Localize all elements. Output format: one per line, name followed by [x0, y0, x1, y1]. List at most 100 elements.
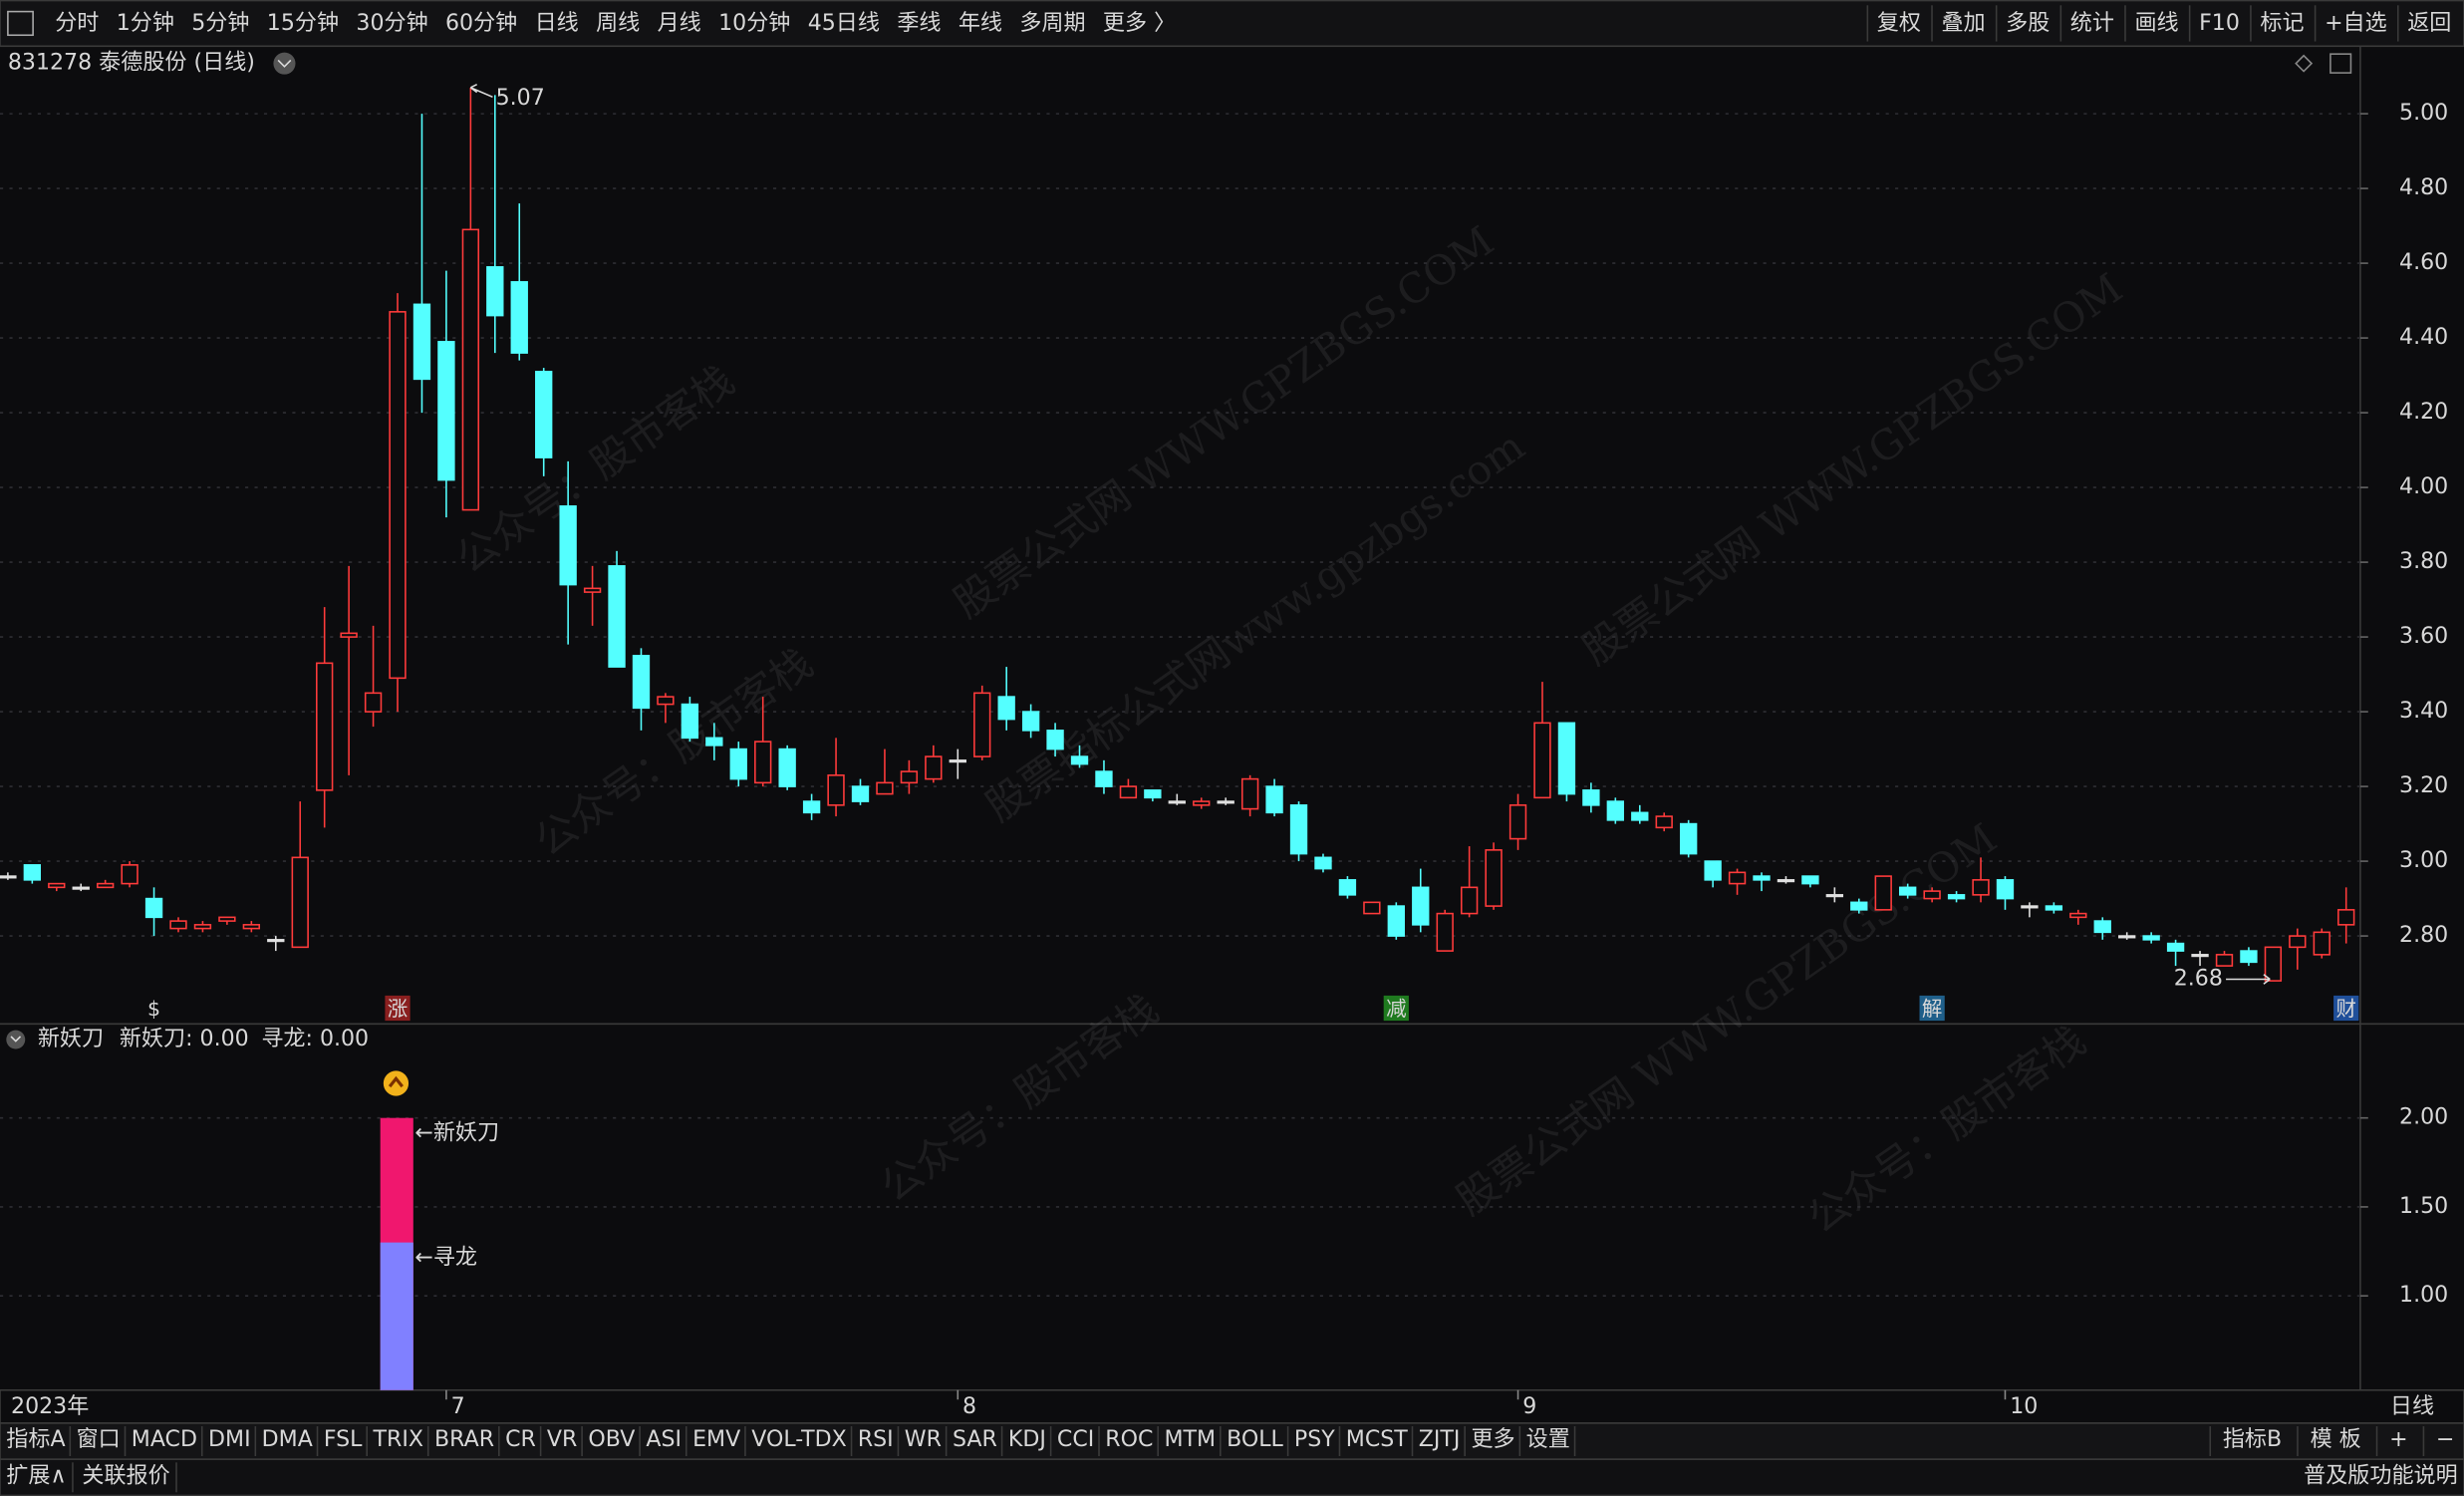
candle-body — [461, 228, 480, 511]
candle-body — [949, 759, 966, 763]
period-tab[interactable]: 季线 — [897, 11, 941, 36]
tab-button[interactable]: + — [2389, 1427, 2408, 1452]
indicator-tab[interactable]: MCST — [1346, 1427, 1408, 1452]
indicator-tab[interactable]: 窗口 — [77, 1427, 121, 1452]
indicator-tab[interactable]: DMI — [208, 1427, 251, 1452]
indicator-tab[interactable]: TRIX — [373, 1427, 423, 1452]
tool-button[interactable]: 标记 — [2260, 11, 2304, 36]
candle-body — [705, 737, 723, 747]
period-tab[interactable]: 60分钟 — [445, 11, 517, 36]
title-menu[interactable] — [273, 52, 296, 75]
period-tab[interactable]: 更多 〉 — [1103, 11, 1176, 36]
event-marker[interactable]: 涨 — [388, 997, 408, 1021]
candle-body — [851, 785, 870, 802]
indicator-tab[interactable]: 设置 — [1526, 1427, 1570, 1452]
period-tab[interactable]: 周线 — [596, 11, 640, 36]
event-badge[interactable] — [2333, 995, 2359, 1022]
tool-button[interactable]: 多股 — [2006, 11, 2050, 36]
candle-body — [2215, 954, 2234, 967]
indicator-tab[interactable]: ZJTJ — [1419, 1427, 1461, 1452]
axis-period: 日线 — [2390, 1394, 2434, 1419]
indicator-tab[interactable]: MACD — [132, 1427, 197, 1452]
candle-body — [1095, 770, 1113, 787]
indicator-tab[interactable]: BRAR — [434, 1427, 494, 1452]
indicator-tab[interactable]: 更多 — [1471, 1427, 1514, 1452]
indicator-tab[interactable]: PSY — [1294, 1427, 1335, 1452]
indicator-tab[interactable]: VOL-TDX — [751, 1427, 847, 1452]
x-tick-label: 9 — [1522, 1394, 1536, 1419]
tab-button[interactable]: 指标B — [2223, 1427, 2282, 1452]
tool-button[interactable]: F10 — [2199, 11, 2240, 36]
indicator-tab[interactable]: OBV — [588, 1427, 635, 1452]
candle-body — [242, 924, 261, 930]
candle-body — [2118, 935, 2136, 939]
candle-body — [802, 800, 821, 814]
tool-button[interactable]: 画线 — [2134, 11, 2178, 36]
period-tab[interactable]: 45日线 — [808, 11, 880, 36]
tab-button[interactable]: − — [2436, 1427, 2455, 1452]
indicator-tab[interactable]: DMA — [262, 1427, 313, 1452]
indicator-tab[interactable]: CR — [505, 1427, 536, 1452]
candle-body — [2166, 942, 2185, 952]
layout-icon[interactable] — [2329, 53, 2352, 74]
period-tab[interactable]: 月线 — [658, 11, 701, 36]
candle-body — [1728, 871, 1747, 885]
y-tick-label: 4.80 — [2399, 175, 2448, 200]
period-tab[interactable]: 1分钟 — [117, 11, 174, 36]
candle-body — [96, 882, 115, 889]
indicator-tab[interactable]: MTM — [1164, 1427, 1216, 1452]
tool-button[interactable]: 复权 — [1877, 11, 1921, 36]
period-tab[interactable]: 15分钟 — [267, 11, 339, 36]
event-marker[interactable]: 减 — [1386, 997, 1407, 1021]
candle-body — [657, 696, 675, 706]
indicator-tab[interactable]: CCI — [1057, 1427, 1094, 1452]
tool-button[interactable]: 返回 — [2407, 11, 2451, 36]
tool-button[interactable]: 叠加 — [1941, 11, 1985, 36]
indicator-tab[interactable]: FSL — [324, 1427, 363, 1452]
candle-body — [316, 662, 334, 791]
period-tab[interactable]: 多周期 — [1019, 11, 1085, 36]
indicator-tab[interactable]: VR — [547, 1427, 577, 1452]
event-badge[interactable] — [1919, 995, 1945, 1022]
indicator-tab[interactable]: ROC — [1105, 1427, 1153, 1452]
candle-body — [291, 856, 309, 949]
draw-icon[interactable] — [2295, 54, 2314, 73]
indicator-tab[interactable]: ASI — [646, 1427, 682, 1452]
candle-body — [2313, 931, 2330, 956]
indicator-tab[interactable]: RSI — [858, 1427, 894, 1452]
period-tab[interactable]: 年线 — [958, 11, 1002, 36]
tool-button[interactable]: 统计 — [2070, 11, 2114, 36]
event-badge[interactable] — [385, 995, 411, 1022]
event-marker[interactable]: 解 — [1922, 997, 1942, 1021]
tab-button[interactable]: 模 板 — [2311, 1427, 2361, 1452]
sidebar-toggle[interactable] — [7, 10, 34, 37]
tool-button[interactable]: +自选 — [2325, 11, 2387, 36]
help-link[interactable]: 普及版功能说明 — [2304, 1464, 2458, 1489]
indicator-tab[interactable]: KDJ — [1008, 1427, 1046, 1452]
indicator-tab[interactable]: EMV — [692, 1427, 740, 1452]
status-button[interactable]: 扩展∧ — [6, 1464, 66, 1489]
candle-body — [1704, 860, 1722, 881]
candle-body — [486, 266, 504, 317]
indicator-tab[interactable]: WR — [905, 1427, 942, 1452]
candle-body — [1655, 815, 1673, 829]
period-tab[interactable]: 日线 — [535, 11, 579, 36]
event-marker[interactable]: $ — [147, 997, 160, 1021]
candle-body — [900, 770, 919, 784]
candle-body — [340, 632, 358, 638]
status-button[interactable]: 关联报价 — [82, 1464, 169, 1489]
period-tab[interactable]: 10分钟 — [718, 11, 790, 36]
indicator-tab[interactable]: BOLL — [1227, 1427, 1283, 1452]
event-marker[interactable]: 财 — [2335, 997, 2356, 1021]
indicator-tab[interactable]: 指标A — [6, 1427, 65, 1452]
candle-body — [1217, 800, 1234, 804]
period-tab[interactable]: 30分钟 — [356, 11, 427, 36]
y-tick-label: 3.20 — [2399, 773, 2448, 798]
candle-body — [1485, 849, 1503, 907]
period-tab[interactable]: 分时 — [55, 11, 99, 36]
event-badge[interactable] — [1383, 995, 1409, 1022]
indicator-menu[interactable] — [6, 1030, 26, 1049]
indicator-tab[interactable]: SAR — [953, 1427, 997, 1452]
candle-body — [23, 864, 42, 881]
period-tab[interactable]: 5分钟 — [191, 11, 249, 36]
